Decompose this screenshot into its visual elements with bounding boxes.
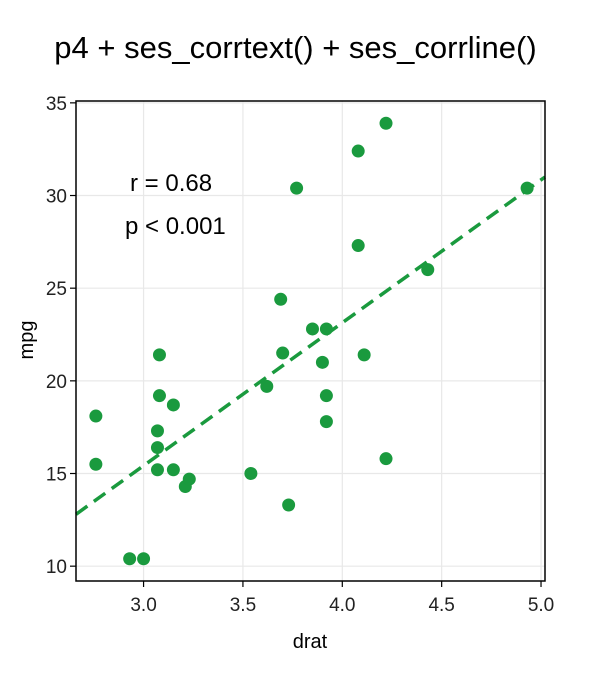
data-point: [290, 181, 304, 195]
data-point: [305, 322, 319, 336]
data-point: [152, 389, 166, 403]
regression-line: [74, 175, 547, 516]
fit-line-layer: [74, 175, 547, 516]
x-tick-label: 4.0: [329, 595, 355, 616]
data-point: [520, 181, 534, 195]
correlation-p-text: p < 0.001: [125, 213, 226, 240]
data-point: [421, 263, 435, 277]
data-point: [319, 322, 333, 336]
y-tick-label: 25: [46, 279, 67, 300]
y-tick-label: 35: [46, 94, 67, 115]
data-point: [150, 463, 164, 477]
data-point: [351, 239, 365, 253]
x-tick-label: 4.5: [428, 595, 454, 616]
y-tick-label: 10: [46, 557, 67, 578]
data-point: [319, 415, 333, 429]
data-point: [379, 452, 393, 466]
data-point: [282, 498, 296, 512]
x-axis-label: drat: [293, 631, 328, 653]
data-point: [351, 144, 365, 158]
y-tick-label: 20: [46, 372, 67, 393]
data-point: [274, 292, 288, 306]
plot-panel-border: [75, 100, 546, 582]
x-tick-label: 5.0: [528, 595, 554, 616]
grid-lines: [76, 101, 545, 581]
data-point: [276, 346, 290, 360]
x-tick-label: 3.0: [130, 595, 156, 616]
x-tick-label: 3.5: [230, 595, 256, 616]
data-point: [319, 389, 333, 403]
data-point: [315, 355, 329, 369]
data-point: [244, 467, 258, 481]
data-point: [137, 552, 151, 566]
data-point: [150, 441, 164, 455]
data-point: [89, 409, 103, 423]
y-axis-label: mpg: [16, 321, 38, 360]
points-layer: [89, 116, 534, 566]
data-point: [260, 379, 274, 393]
y-tick-label: 15: [46, 465, 67, 486]
y-tick-label: 30: [46, 187, 67, 208]
correlation-r-text: r = 0.68: [130, 170, 212, 197]
data-point: [379, 116, 393, 130]
data-point: [166, 463, 180, 477]
data-point: [123, 552, 137, 566]
axis-ticks: 3.0 3.5 4.0 4.5 5.0 10 15 20 25 30 35: [46, 94, 554, 616]
data-point: [152, 348, 166, 362]
data-point: [166, 398, 180, 412]
data-point: [89, 457, 103, 471]
data-point: [182, 472, 196, 486]
data-point: [150, 424, 164, 438]
slide-title: p4 + ses_corrtext() + ses_corrline(): [54, 30, 537, 65]
data-point: [357, 348, 371, 362]
